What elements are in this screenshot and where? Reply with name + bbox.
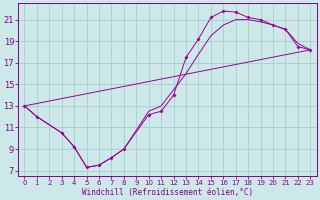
Point — [208, 16, 213, 19]
Point — [146, 113, 151, 116]
Point — [295, 45, 300, 48]
Point — [308, 48, 313, 51]
Point — [258, 18, 263, 21]
Point — [121, 147, 126, 151]
X-axis label: Windchill (Refroidissement éolien,°C): Windchill (Refroidissement éolien,°C) — [82, 188, 253, 197]
Point — [221, 9, 226, 13]
Point — [233, 10, 238, 14]
Point — [283, 28, 288, 31]
Point — [109, 156, 114, 159]
Point — [22, 104, 27, 107]
Point — [270, 23, 276, 27]
Point — [97, 164, 102, 167]
Point — [246, 16, 251, 19]
Point — [72, 145, 77, 148]
Point — [59, 131, 64, 134]
Point — [159, 110, 164, 113]
Point — [171, 94, 176, 97]
Point — [84, 166, 89, 169]
Point — [196, 37, 201, 41]
Point — [34, 115, 39, 118]
Point — [183, 56, 188, 59]
